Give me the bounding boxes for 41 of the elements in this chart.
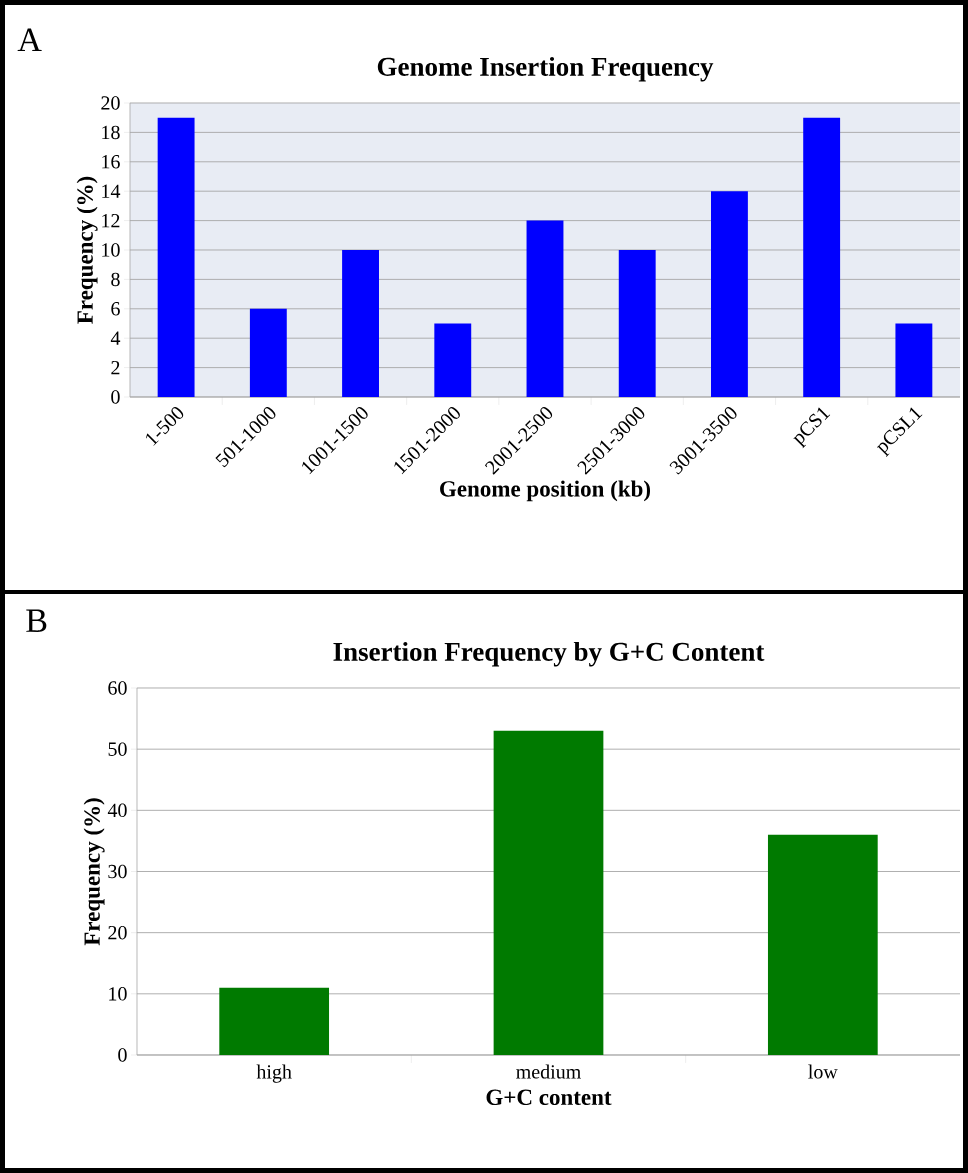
- x-tick-label: high: [256, 1064, 292, 1083]
- y-tick-label: 18: [102, 125, 120, 140]
- chart-title: Genome Insertion Frequency: [377, 56, 714, 82]
- x-axis-title: G+C content: [486, 1089, 612, 1106]
- y-tick-label: 10: [109, 987, 127, 1001]
- y-tick-label: 12: [102, 213, 120, 228]
- x-axis-title: Genome position (kb): [440, 480, 651, 502]
- bar: [710, 191, 748, 397]
- chart-title: Insertion Frequency by G+C Content: [333, 641, 765, 667]
- y-tick-label: 30: [108, 864, 127, 879]
- y-tick-label: 8: [111, 272, 120, 287]
- bar: [157, 117, 195, 397]
- bar: [219, 987, 330, 1055]
- y-tick-label: 16: [102, 155, 120, 169]
- bar: [249, 308, 287, 397]
- y-axis-title: Frequency (%): [76, 176, 98, 324]
- bar: [493, 730, 604, 1055]
- bar: [767, 834, 878, 1055]
- y-tick-label: 6: [111, 302, 120, 316]
- y-axis-title: Frequency (%): [83, 798, 105, 946]
- bar: [434, 323, 472, 397]
- x-tick-label: low: [808, 1064, 838, 1079]
- y-tick-label: 4: [110, 331, 121, 345]
- y-tick-label: 14: [102, 184, 121, 198]
- text: B: [26, 609, 47, 632]
- bar: [342, 250, 379, 397]
- bar: [803, 117, 841, 397]
- bar: [895, 323, 933, 397]
- y-tick-label: 60: [108, 681, 127, 695]
- x-tick-label: medium: [516, 1064, 581, 1079]
- y-tick-label: 20: [108, 925, 127, 940]
- bar: [618, 250, 656, 397]
- bar: [526, 220, 564, 397]
- y-tick-label: 10: [102, 243, 120, 257]
- y-tick-label: 2: [111, 360, 120, 375]
- text: A: [17, 28, 42, 51]
- y-tick-label: 50: [108, 742, 127, 756]
- y-tick-label: 0: [118, 1048, 127, 1062]
- y-tick-label: 20: [101, 96, 120, 110]
- y-tick-label: 0: [111, 390, 120, 404]
- y-tick-label: 40: [107, 803, 127, 818]
